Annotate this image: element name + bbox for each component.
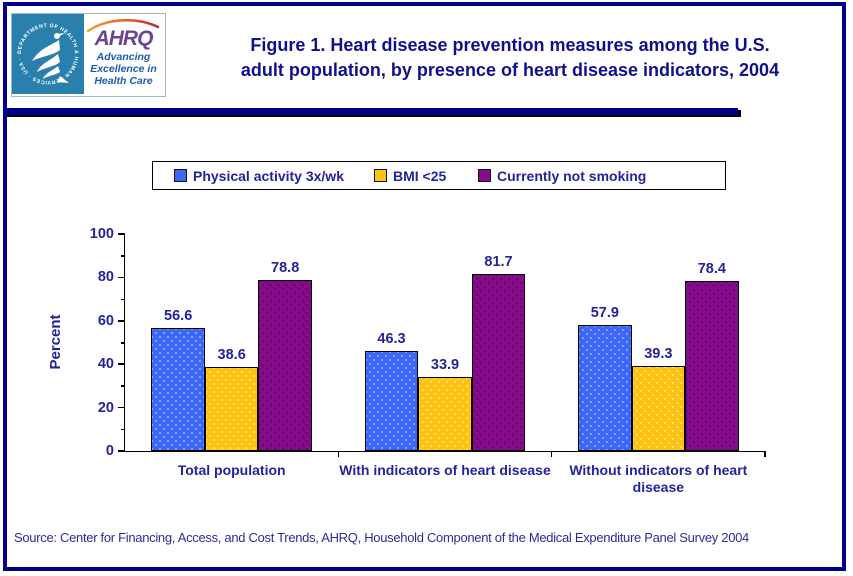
y-axis-tick-label: 60: [97, 312, 114, 329]
figure-title-line2: adult population, by presence of heart d…: [240, 60, 780, 80]
ahrq-tagline: Advancing Excellence in Health Care: [84, 51, 163, 87]
bar: [204, 367, 259, 451]
bar-value-label: 39.3: [644, 345, 673, 362]
bar-value-label: 57.9: [590, 305, 619, 322]
x-axis-tick: [337, 451, 340, 457]
y-axis-major-tick: [118, 233, 125, 235]
bar: [578, 325, 632, 451]
legend-item-label: Currently not smoking: [497, 167, 647, 184]
y-axis-minor-tick: [121, 428, 125, 431]
chart-legend: Physical activity 3x/wk BMI <25 Currently …: [152, 161, 726, 190]
legend-item: Physical activity 3x/wk: [174, 162, 344, 189]
ahrq-wordmark: AHRQ: [94, 27, 154, 50]
y-axis-minor-tick: [121, 342, 125, 344]
y-axis-minor-tick: [121, 255, 125, 257]
ahrq-logo-panel: AHRQ Advancing Excellence in Health Care: [84, 14, 163, 94]
bar-value-label: 81.7: [484, 253, 513, 270]
legend-item-label: BMI <25: [393, 167, 447, 184]
header-divider-bar: [3, 108, 738, 115]
y-axis-major-tick: [118, 363, 125, 365]
y-axis-tick-label: 100: [89, 226, 114, 242]
tagline-line: Advancing: [96, 51, 151, 63]
y-axis-tick-label: 20: [97, 399, 114, 416]
y-axis-title: Percent: [47, 314, 64, 370]
eagle-icon: [32, 33, 69, 83]
y-axis-line: [123, 233, 125, 452]
bar: [631, 365, 686, 451]
bar-value-label: 33.9: [430, 357, 460, 374]
x-axis-line: [123, 450, 766, 452]
bar-value-label: 38.6: [217, 347, 246, 364]
source-note: Source: Center for Financing, Access, an…: [14, 530, 749, 545]
bar-value-label: 78.8: [271, 260, 300, 276]
y-axis-major-tick: [118, 450, 125, 452]
bar: [471, 273, 526, 451]
bar: [364, 350, 419, 451]
tagline-line: Health Care: [94, 75, 153, 87]
tagline-line: Excellence in: [90, 63, 157, 75]
figure-title: Figure 1. Heart disease prevention measu…: [180, 33, 840, 83]
figure-title-line1: Figure 1. Heart disease prevention measu…: [250, 35, 770, 55]
y-axis-major-tick: [118, 406, 125, 409]
bar: [258, 280, 312, 451]
y-axis-minor-tick: [121, 298, 125, 301]
y-axis-major-tick: [118, 320, 125, 322]
ahrq-hhs-logo: DEPARTMENT OF HEALTH & HUMAN SERVICES · …: [11, 13, 166, 97]
x-axis-category-label: Without indicators of heart disease: [569, 462, 748, 495]
x-axis-category-label: Total population: [177, 462, 286, 478]
hhs-seal-icon: DEPARTMENT OF HEALTH & HUMAN SERVICES · …: [12, 14, 84, 94]
legend-item: Currently not smoking: [478, 162, 646, 189]
legend-swatch: [174, 169, 187, 182]
x-axis-tick: [764, 451, 766, 457]
legend-item: BMI <25: [374, 162, 446, 189]
x-axis-tick: [550, 451, 553, 457]
bar: [151, 328, 205, 451]
y-axis-major-tick: [118, 276, 125, 279]
ahrq-arc-icon: [86, 19, 160, 32]
y-axis-tick-label: 80: [97, 269, 114, 286]
bar: [685, 280, 739, 451]
y-axis-tick-label: 0: [105, 443, 114, 459]
bar: [418, 377, 472, 451]
legend-item-label: Physical activity 3x/wk: [193, 167, 344, 184]
legend-swatch: [374, 169, 387, 182]
bar-value-label: 46.3: [377, 330, 406, 347]
y-axis-minor-tick: [121, 385, 125, 387]
bar-value-label: 78.4: [697, 260, 726, 277]
y-axis-tick-label: 40: [97, 356, 114, 373]
legend-swatch: [478, 169, 491, 182]
bar-value-label: 56.6: [164, 308, 193, 325]
x-axis-category-label: With indicators of heart disease: [339, 462, 551, 478]
